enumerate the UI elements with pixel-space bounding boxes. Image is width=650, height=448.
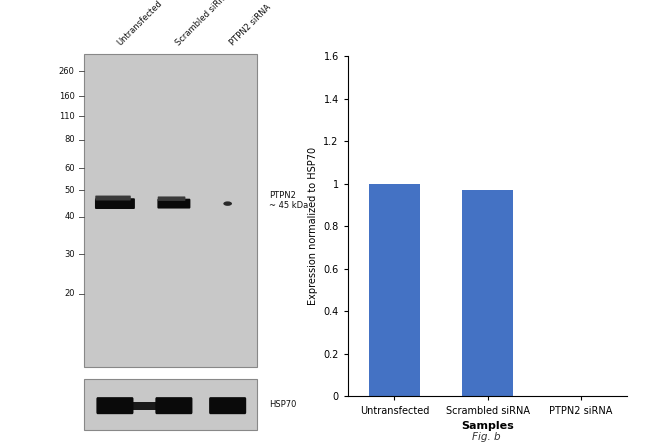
Text: 260: 260 <box>59 66 75 76</box>
Text: Scrambled siRNA: Scrambled siRNA <box>174 0 231 47</box>
X-axis label: Samples: Samples <box>461 421 514 431</box>
FancyBboxPatch shape <box>158 196 185 201</box>
Text: 30: 30 <box>64 250 75 259</box>
FancyBboxPatch shape <box>209 397 246 414</box>
Bar <box>462 190 513 396</box>
Bar <box>369 184 420 396</box>
Ellipse shape <box>224 202 232 206</box>
Text: 20: 20 <box>64 289 75 298</box>
Text: Fig. b: Fig. b <box>472 432 500 442</box>
Text: 50: 50 <box>64 185 75 195</box>
Text: Untransfected: Untransfected <box>115 0 164 47</box>
Text: 40: 40 <box>64 212 75 221</box>
Text: 110: 110 <box>59 112 75 121</box>
FancyBboxPatch shape <box>84 379 257 430</box>
Text: PTPN2
~ 45 kDa: PTPN2 ~ 45 kDa <box>269 191 308 210</box>
Text: 80: 80 <box>64 135 75 145</box>
FancyBboxPatch shape <box>155 397 192 414</box>
Text: PTPN2 siRNA: PTPN2 siRNA <box>227 2 272 47</box>
Text: 60: 60 <box>64 164 75 173</box>
Text: 160: 160 <box>59 91 75 101</box>
FancyBboxPatch shape <box>129 401 160 409</box>
FancyBboxPatch shape <box>84 54 257 367</box>
Y-axis label: Expression normalized to HSP70: Expression normalized to HSP70 <box>308 147 318 305</box>
FancyBboxPatch shape <box>96 195 131 200</box>
Text: HSP70: HSP70 <box>269 400 296 409</box>
FancyBboxPatch shape <box>96 397 133 414</box>
FancyBboxPatch shape <box>95 198 135 209</box>
FancyBboxPatch shape <box>157 198 190 209</box>
